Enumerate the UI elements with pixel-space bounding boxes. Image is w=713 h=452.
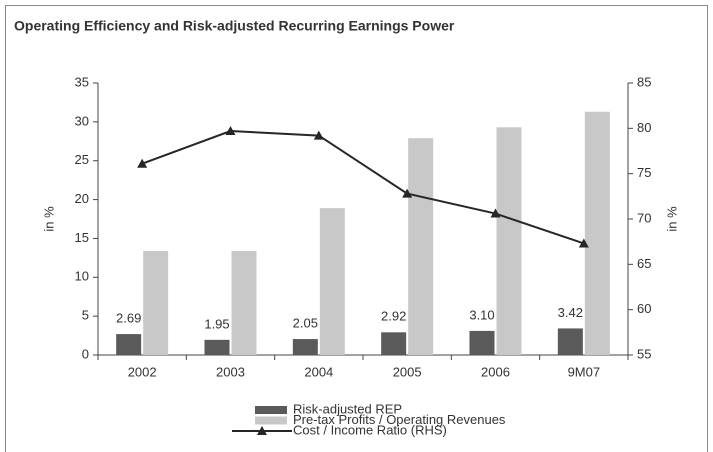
y2-tick-label: 60 bbox=[637, 301, 651, 316]
legend-swatch bbox=[255, 406, 287, 414]
data-label: 1.95 bbox=[204, 316, 229, 331]
y2-tick-label: 65 bbox=[637, 256, 651, 271]
data-label: 3.42 bbox=[558, 305, 583, 320]
y2-tick-label: 85 bbox=[637, 74, 651, 89]
data-label: 2.92 bbox=[381, 309, 406, 324]
legend-swatch bbox=[255, 416, 287, 425]
marker bbox=[402, 188, 413, 198]
y-tick-label: 5 bbox=[82, 308, 89, 323]
frame bbox=[5, 5, 708, 452]
x-tick-label: 2004 bbox=[304, 364, 333, 379]
x-tick-label: 9M07 bbox=[568, 364, 601, 379]
bar bbox=[469, 330, 495, 355]
data-label: 2.69 bbox=[116, 311, 141, 326]
y2-tick-label: 80 bbox=[637, 120, 651, 135]
y2-tick-label: 70 bbox=[637, 210, 651, 225]
data-label: 2.05 bbox=[293, 316, 318, 331]
bar bbox=[496, 127, 522, 355]
y-tick-label: 25 bbox=[75, 152, 89, 167]
y-axis-label: in % bbox=[41, 206, 56, 232]
y2-tick-label: 75 bbox=[637, 165, 651, 180]
bar bbox=[584, 111, 610, 355]
bar bbox=[557, 328, 583, 355]
marker bbox=[225, 126, 236, 136]
legend-label: Cost / Income Ratio (RHS) bbox=[293, 422, 447, 437]
marker bbox=[313, 130, 324, 140]
bar bbox=[204, 339, 230, 355]
y-tick-label: 0 bbox=[82, 346, 89, 361]
line bbox=[141, 130, 585, 245]
chart-title: Operating Efficiency and Risk-adjusted R… bbox=[14, 18, 455, 34]
marker bbox=[578, 238, 589, 248]
bar bbox=[231, 250, 257, 355]
marker bbox=[137, 158, 148, 168]
bar bbox=[381, 332, 407, 355]
y-tick-label: 10 bbox=[75, 269, 89, 284]
bar bbox=[143, 250, 169, 355]
legend-label: Pre-tax Profits / Operating Revenues bbox=[293, 412, 506, 427]
legend-marker bbox=[257, 426, 267, 435]
legend-label: Risk-adjusted REP bbox=[293, 401, 402, 416]
bar bbox=[116, 334, 142, 355]
x-tick-label: 2003 bbox=[216, 364, 245, 379]
data-label: 3.10 bbox=[469, 307, 494, 322]
y-tick-label: 15 bbox=[75, 230, 89, 245]
y2-axis-label: in % bbox=[664, 206, 679, 232]
x-tick-label: 2006 bbox=[481, 364, 510, 379]
x-tick-label: 2002 bbox=[128, 364, 157, 379]
y-tick-label: 30 bbox=[75, 113, 89, 128]
x-tick-label: 2005 bbox=[393, 364, 422, 379]
y2-tick-label: 55 bbox=[637, 346, 651, 361]
bar bbox=[408, 138, 434, 355]
y-tick-label: 20 bbox=[75, 191, 89, 206]
bar bbox=[292, 339, 318, 355]
bar bbox=[319, 208, 345, 355]
marker bbox=[490, 208, 501, 218]
y-tick-label: 35 bbox=[75, 74, 89, 89]
